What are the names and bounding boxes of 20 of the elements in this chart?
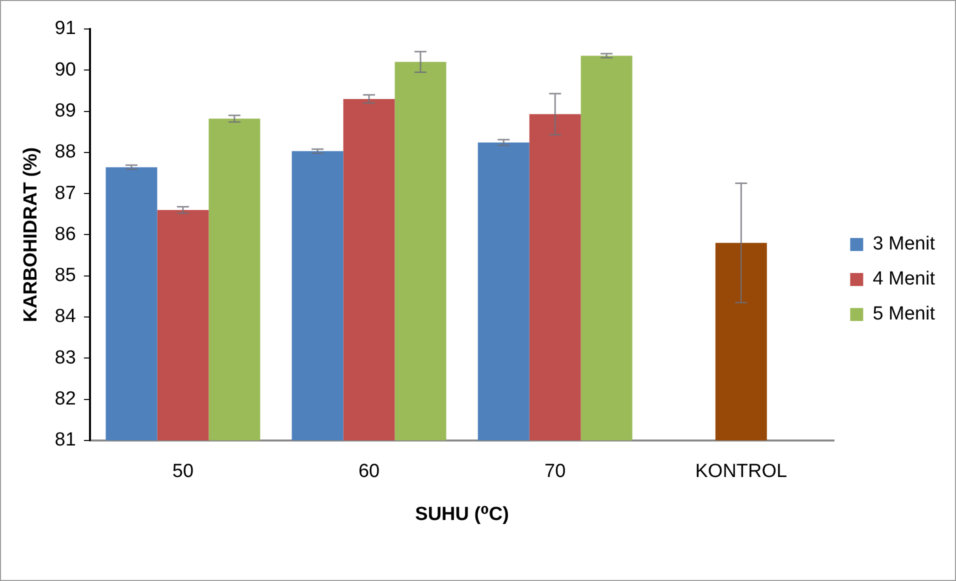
y-tick-label: 90 xyxy=(54,59,76,80)
y-tick-label: 83 xyxy=(54,347,76,368)
y-tick-label: 86 xyxy=(54,224,76,245)
legend-label: 5 Menit xyxy=(872,304,936,325)
legend-label: 3 Menit xyxy=(872,234,936,255)
x-tick-label: 50 xyxy=(172,461,194,482)
y-tick-label: 87 xyxy=(54,182,76,204)
y-tick-label: 88 xyxy=(54,142,76,163)
legend-label: 4 Menit xyxy=(872,268,936,290)
x-axis-title: SUHU (⁰C) xyxy=(415,504,509,525)
y-tick-label: 85 xyxy=(54,265,76,286)
x-tick-label: 60 xyxy=(358,461,380,482)
x-tick-label: KONTROL xyxy=(695,461,788,482)
y-axis-title: KARBOHIDRAT (%) xyxy=(20,147,42,322)
y-tick-label: 84 xyxy=(54,306,76,328)
y-tick-label: 81 xyxy=(54,430,76,451)
y-tick-label: 82 xyxy=(54,388,76,410)
y-tick-label: 91 xyxy=(54,18,76,40)
y-tick-label: 89 xyxy=(54,100,76,122)
x-tick-label: 70 xyxy=(544,461,566,482)
